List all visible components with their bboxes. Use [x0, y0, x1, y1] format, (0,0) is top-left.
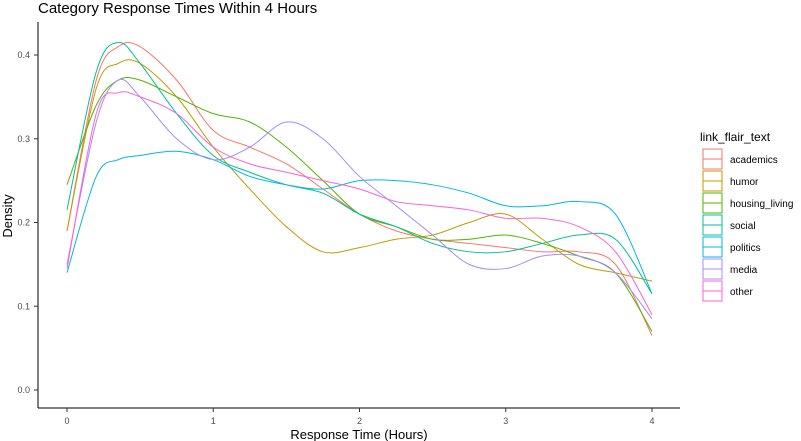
y-axis-title: Density: [0, 194, 15, 238]
legend-label: housing_living: [730, 199, 793, 210]
legend-label: other: [730, 287, 753, 298]
x-axis-ticks: 0 1 2 3 4: [64, 408, 655, 426]
legend-item-social: social: [702, 214, 756, 236]
x-tick-label: 1: [211, 416, 216, 426]
x-axis-title: Response Time (Hours): [290, 427, 427, 441]
legend-label: social: [730, 221, 756, 232]
legend-item-academics: academics: [702, 148, 778, 170]
density-line-housing-living: [66, 77, 653, 332]
legend-label: politics: [730, 243, 761, 254]
legend-label: media: [730, 265, 758, 276]
legend-label: humor: [730, 177, 759, 188]
x-tick-label: 2: [357, 416, 362, 426]
legend-item-other: other: [702, 280, 753, 302]
legend-item-media: media: [702, 258, 758, 280]
legend-label: academics: [730, 155, 778, 166]
y-tick-label: 0.3: [17, 134, 30, 144]
density-line-other: [66, 91, 653, 315]
y-tick-label: 0.1: [17, 301, 30, 311]
y-axis-ticks: 0.0 0.1 0.2 0.3 0.4: [17, 50, 38, 395]
density-line-social: [66, 41, 653, 294]
density-line-academics: [66, 41, 653, 336]
density-lines: [66, 41, 653, 336]
legend-item-politics: politics: [702, 236, 761, 258]
y-tick-label: 0.4: [17, 50, 30, 60]
legend-title: link_flair_text: [700, 130, 771, 144]
legend: link_flair_text academics humor housing_li…: [700, 130, 793, 302]
density-line-media: [66, 78, 653, 320]
y-tick-label: 0.0: [17, 385, 30, 395]
density-line-humor: [66, 59, 653, 282]
chart-title: Category Response Times Within 4 Hours: [38, 0, 317, 17]
x-tick-label: 3: [503, 416, 508, 426]
legend-item-humor: humor: [702, 170, 759, 192]
y-tick-label: 0.2: [17, 218, 30, 228]
density-line-politics: [66, 150, 653, 294]
legend-item-housing-living: housing_living: [702, 192, 793, 214]
x-tick-label: 4: [649, 416, 654, 426]
x-tick-label: 0: [64, 416, 69, 426]
